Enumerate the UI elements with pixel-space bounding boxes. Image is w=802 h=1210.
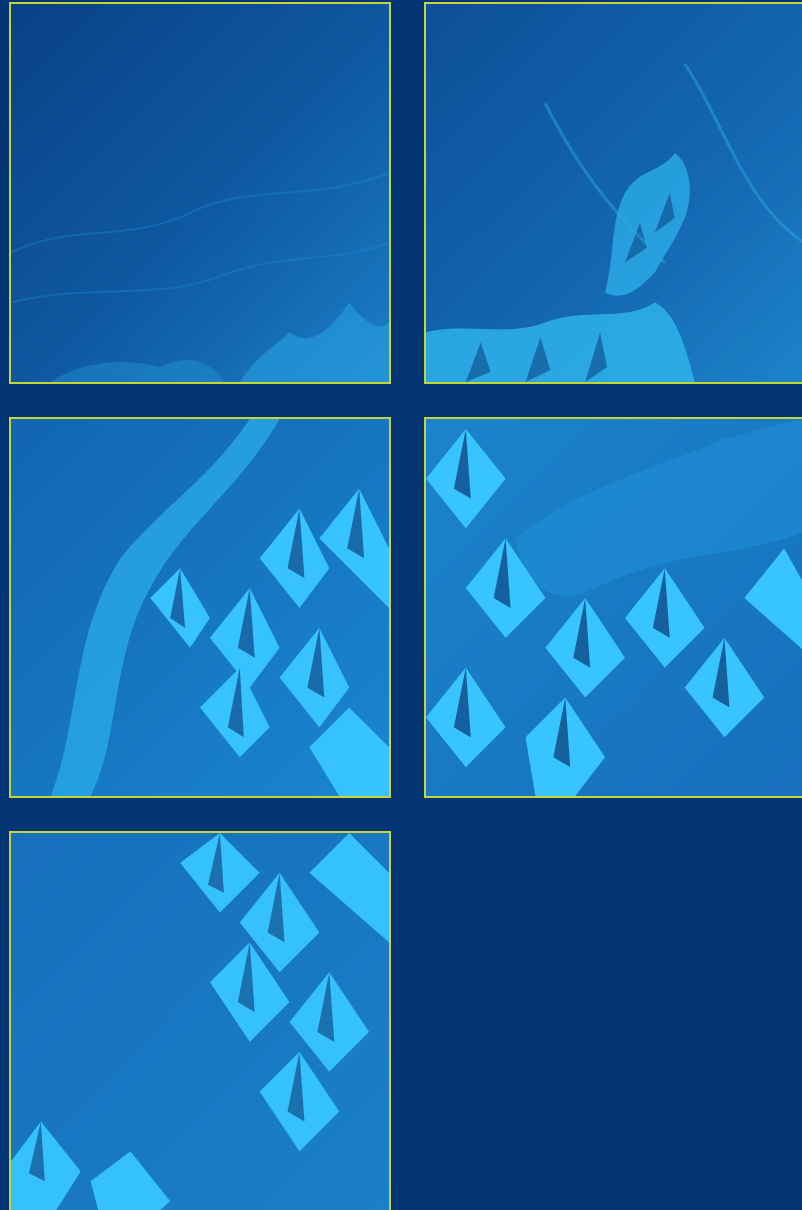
terrain-image-tile-1[interactable] [9,2,391,384]
terrain-image [11,833,389,1210]
terrain-image [11,4,389,382]
terrain-image [426,4,802,382]
terrain-image-tile-2[interactable] [424,2,802,384]
terrain-image [11,419,389,796]
terrain-image-tile-5[interactable] [9,831,391,1210]
terrain-image [426,419,802,796]
terrain-image-tile-4[interactable] [424,417,802,798]
terrain-image-tile-3[interactable] [9,417,391,798]
